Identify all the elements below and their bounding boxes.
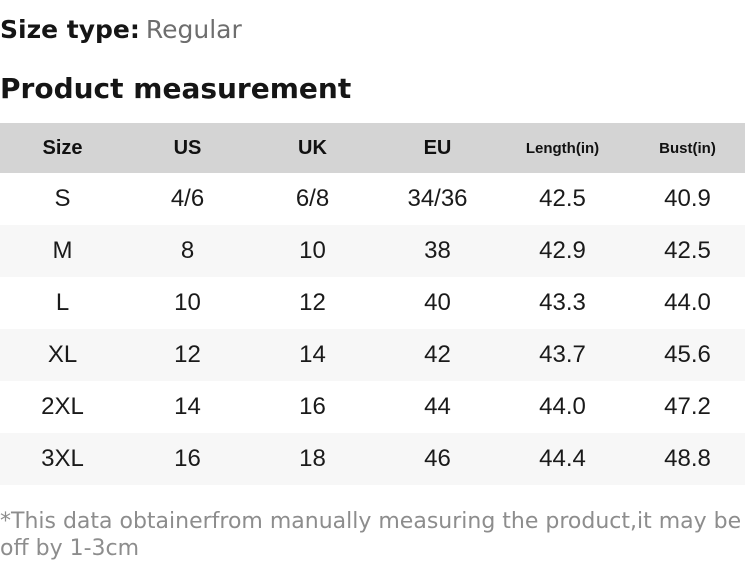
table-cell: 16 bbox=[299, 393, 326, 420]
table-cell: 34/36 bbox=[407, 185, 468, 212]
measurement-disclaimer: *This data obtainerfrom manually measuri… bbox=[0, 509, 742, 561]
table-right-gutter bbox=[745, 123, 750, 485]
table-cell: 43.3 bbox=[539, 289, 586, 316]
table-row-m: M 8 10 38 42.9 42.5 bbox=[0, 225, 750, 277]
column-header-size: Size bbox=[42, 136, 83, 159]
table-cell: 8 bbox=[180, 237, 195, 264]
table-cell: 10 bbox=[174, 289, 201, 316]
table-cell: 12 bbox=[299, 289, 326, 316]
table-row-3xl: 3XL 16 18 46 44.4 48.8 bbox=[0, 433, 750, 485]
table-row-2xl: 2XL 14 16 44 44.0 47.2 bbox=[0, 381, 750, 433]
table-cell: 43.7 bbox=[539, 341, 586, 368]
table-cell: 14 bbox=[299, 341, 326, 368]
table-cell: 46 bbox=[424, 445, 451, 472]
table-cell: 45.6 bbox=[664, 341, 711, 368]
table-cell: 44 bbox=[424, 393, 451, 420]
table-cell: 44.0 bbox=[539, 393, 586, 420]
table-row-xl: XL 12 14 42 43.7 45.6 bbox=[0, 329, 750, 381]
table-cell: M bbox=[52, 237, 73, 264]
size-chart-table: Size US UK EU Length(in) Bust(in) S 4/6 … bbox=[0, 123, 750, 485]
table-cell: 2XL bbox=[41, 393, 84, 420]
table-cell: 47.2 bbox=[664, 393, 711, 420]
table-cell: 3XL bbox=[41, 445, 84, 472]
table-cell: 40 bbox=[424, 289, 451, 316]
table-cell: 42.9 bbox=[539, 237, 586, 264]
size-chart-panel: Size type: Regular Product measurement Si… bbox=[0, 14, 750, 582]
table-cell: 18 bbox=[299, 445, 326, 472]
table-cell: L bbox=[55, 289, 70, 316]
column-header-length: Length(in) bbox=[525, 139, 600, 157]
column-header-eu: EU bbox=[423, 136, 452, 159]
table-header-row: Size US UK EU Length(in) Bust(in) bbox=[0, 123, 750, 173]
table-cell: S bbox=[54, 185, 71, 212]
table-cell: 40.9 bbox=[664, 185, 711, 212]
size-type-label: Size type: bbox=[0, 15, 140, 44]
table-row-l: L 10 12 40 43.3 44.0 bbox=[0, 277, 750, 329]
table-cell: 44.0 bbox=[664, 289, 711, 316]
section-title: Product measurement bbox=[0, 72, 352, 105]
column-header-us: US bbox=[173, 136, 202, 159]
table-cell: 12 bbox=[174, 341, 201, 368]
table-cell: 44.4 bbox=[539, 445, 586, 472]
table-cell: 14 bbox=[174, 393, 201, 420]
size-type-value: Regular bbox=[145, 15, 242, 44]
table-cell: 16 bbox=[174, 445, 201, 472]
table-cell: 42 bbox=[424, 341, 451, 368]
table-body: S 4/6 6/8 34/36 42.5 40.9 M 8 10 38 42.9… bbox=[0, 173, 750, 485]
table-row-s: S 4/6 6/8 34/36 42.5 40.9 bbox=[0, 173, 750, 225]
column-header-bust: Bust(in) bbox=[659, 139, 716, 157]
table-cell: 42.5 bbox=[539, 185, 586, 212]
column-header-uk: UK bbox=[298, 136, 327, 159]
table-cell: 48.8 bbox=[664, 445, 711, 472]
table-cell: 38 bbox=[424, 237, 451, 264]
table-cell: XL bbox=[47, 341, 78, 368]
table-cell: 4/6 bbox=[170, 185, 205, 212]
table-cell: 42.5 bbox=[664, 237, 711, 264]
table-cell: 6/8 bbox=[295, 185, 330, 212]
size-type-line: Size type: Regular bbox=[0, 14, 750, 46]
table-cell: 10 bbox=[299, 237, 326, 264]
